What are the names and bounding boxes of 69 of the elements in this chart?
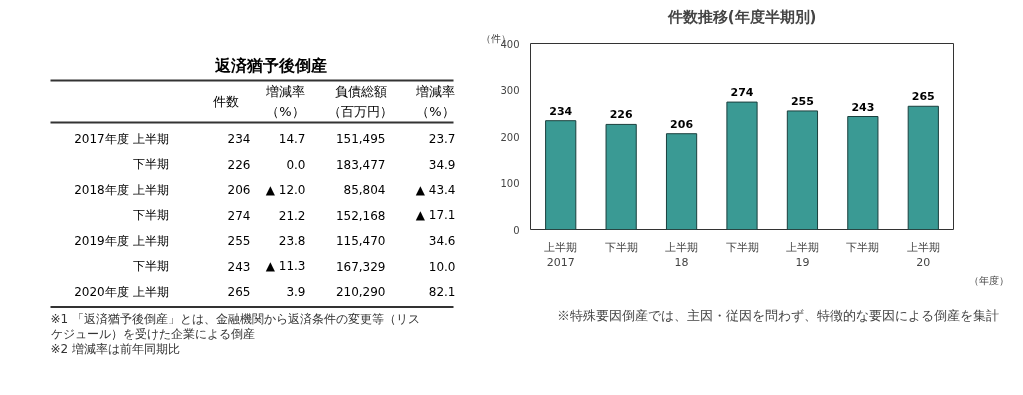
data-label: 234 <box>549 104 573 118</box>
category-label: 増減率（%） <box>415 84 455 119</box>
text: 0.0 <box>286 157 306 172</box>
category-label: 下半期 <box>132 208 169 222</box>
text: ※特殊要因倒産では、主因・従因を問わず、特徴的な要因による倒産を集計 <box>556 307 999 323</box>
data-label: 243 <box>851 100 875 114</box>
x-tick-label: 下半期 <box>725 240 759 254</box>
text: 234 <box>227 132 251 146</box>
x-axis-title: （年度） <box>968 274 1009 286</box>
bar <box>545 120 577 230</box>
text: ▲ 12.0 <box>265 182 306 197</box>
y-tick-label: 200 <box>500 131 520 143</box>
bar <box>665 133 698 230</box>
bar <box>605 123 637 230</box>
category-label: 下半期 <box>132 157 169 171</box>
category-label: 2020年度 上半期 <box>74 284 169 299</box>
text: 183,477 <box>335 157 386 172</box>
text: 265 <box>227 285 251 299</box>
text: 226 <box>227 157 251 172</box>
text: 82.1 <box>428 285 456 299</box>
text: ▲ 17.1 <box>415 208 456 222</box>
text: 14.7 <box>278 132 306 146</box>
data-label: 206 <box>670 117 694 131</box>
text: 34.9 <box>428 157 456 172</box>
category-label: 2017年度 上半期 <box>74 131 169 146</box>
text: ▲ 11.3 <box>265 259 306 273</box>
text: 255 <box>227 234 251 248</box>
text: 151,495 <box>335 132 386 146</box>
text: 115,470 <box>335 234 386 248</box>
bar <box>907 105 939 230</box>
chart-title: 件数推移(年度半期別) <box>666 7 817 26</box>
text: 34.6 <box>428 234 456 248</box>
bar <box>847 116 879 230</box>
text: 243 <box>227 259 251 274</box>
text: ▲ 43.4 <box>415 182 456 197</box>
x-tick-label: 上半期 20 <box>906 240 940 270</box>
category-label: 2018年度 上半期 <box>74 182 169 197</box>
text: ※1 「返済猶予後倒産」とは、金融機関から返済条件の変更等（リスケジュール）を受けた企業による倒産 <box>50 312 421 341</box>
bar <box>786 110 819 230</box>
data-label: 274 <box>730 86 754 100</box>
data-label: 255 <box>790 94 814 108</box>
text: ※2 増減率は前年同期比 <box>50 342 181 356</box>
category-label: 増減率（%） <box>265 84 305 119</box>
text: 85,804 <box>343 183 386 197</box>
text: 10.0 <box>428 259 456 274</box>
text: 23.7 <box>428 132 456 146</box>
text: 21.2 <box>278 208 306 223</box>
data-label: 226 <box>609 108 633 122</box>
text: 23.8 <box>278 234 306 248</box>
text: 返済猶予後倒産 <box>213 56 327 75</box>
y-tick-label: 300 <box>500 85 520 96</box>
x-tick-label: 下半期 <box>604 240 638 254</box>
category-label: 件数 <box>212 94 239 109</box>
text: 274 <box>227 208 251 223</box>
category-label: 2019年度 上半期 <box>74 233 169 248</box>
y-tick-label: 100 <box>500 178 520 189</box>
text: 152,168 <box>335 208 386 223</box>
text: 210,290 <box>335 285 386 299</box>
bar <box>726 101 758 230</box>
text: 206 <box>227 183 251 197</box>
x-tick-label: 上半期 18 <box>665 240 699 270</box>
x-tick-label: 上半期 2017 <box>544 240 578 270</box>
text: 3.9 <box>286 285 306 299</box>
text: 167,329 <box>335 259 386 274</box>
x-tick-label: 上半期 19 <box>785 240 819 270</box>
x-tick-label: 下半期 <box>846 240 880 254</box>
y-tick-label: 0 <box>513 224 520 236</box>
category-label: 負債総額（百万円） <box>328 84 393 119</box>
data-label: 265 <box>911 90 935 104</box>
